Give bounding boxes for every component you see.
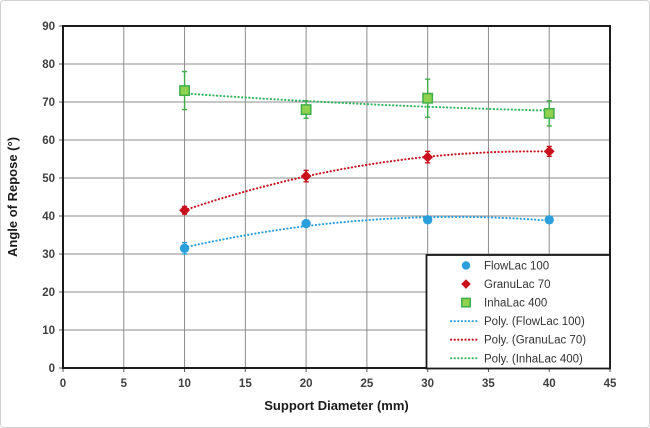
x-tick-label: 5 <box>121 378 128 390</box>
legend-marker-flowlac-100 <box>461 261 471 270</box>
data-point-marker <box>300 104 312 116</box>
legend-marker-granulac-70 <box>461 279 471 289</box>
x-tick-label: 25 <box>360 378 373 390</box>
legend-box <box>425 254 611 370</box>
x-tick-label: 0 <box>60 378 66 390</box>
x-tick-label: 15 <box>239 378 252 390</box>
y-axis-title: Angle of Repose (°) <box>5 136 20 258</box>
data-point-marker <box>543 146 555 157</box>
y-tick-label: 0 <box>49 363 55 375</box>
legend-marker-inhalac-400 <box>461 297 471 308</box>
data-point-marker <box>179 243 190 253</box>
legend-label: GranuLac 70 <box>484 279 551 291</box>
legend-label: InhaLac 400 <box>484 298 547 310</box>
trendline-poly-inhalac-400 <box>183 92 551 112</box>
series-inhalac-400 <box>179 70 555 127</box>
series-flowlac-100 <box>179 215 554 255</box>
legend-item-inhalac-400: InhaLac 400 <box>461 297 547 310</box>
y-tick-label: 20 <box>42 287 55 299</box>
data-point-marker <box>422 215 433 225</box>
legend-item-poly-granulac-70: Poly. (GranuLac 70) <box>449 335 586 347</box>
y-tick-label: 60 <box>42 135 55 147</box>
data-point-marker <box>543 107 555 119</box>
data-point-marker <box>422 151 434 163</box>
y-tick-label: 50 <box>42 173 55 185</box>
x-tick-label: 35 <box>482 378 495 390</box>
trendline-poly-granulac-70 <box>183 150 551 212</box>
legend-item-poly-flowlac-100: Poly. (FlowLac 100) <box>449 316 585 328</box>
x-axis-title: Support Diameter (mm) <box>264 398 409 413</box>
series-granulac-70 <box>179 145 555 216</box>
x-tick-label: 45 <box>604 378 617 390</box>
legend-item-poly-inhalac-400: Poly. (InhaLac 400) <box>449 353 583 365</box>
x-tick-label: 30 <box>421 378 434 390</box>
plot-border <box>62 25 611 369</box>
legend-label: FlowLac 100 <box>484 261 549 273</box>
legend: FlowLac 100 GranuLac 70 InhaLac 400 Poly. (… <box>425 254 611 370</box>
legend-label: Poly. (GranuLac 70) <box>484 335 586 347</box>
y-tick-label: 90 <box>42 21 55 33</box>
y-tick-label: 80 <box>42 59 55 71</box>
data-point-marker <box>301 218 311 229</box>
legend-label: Poly. (FlowLac 100) <box>484 316 585 328</box>
legend-item-granulac-70: GranuLac 70 <box>461 279 551 291</box>
data-point-marker <box>544 215 554 225</box>
legend-item-flowlac-100: FlowLac 100 <box>461 261 549 273</box>
y-tick-label: 30 <box>42 249 55 261</box>
y-tick-label: 70 <box>42 97 55 109</box>
x-tick-label: 10 <box>178 378 191 390</box>
data-point-marker <box>300 170 312 182</box>
data-point-marker <box>422 92 434 104</box>
y-tick-label: 10 <box>42 325 55 337</box>
x-tick-label: 40 <box>543 378 556 390</box>
x-tick-labels: 0 5 10 15 20 25 30 35 40 45 <box>60 378 617 390</box>
y-tick-labels: 0 10 20 30 40 50 60 70 80 90 <box>42 21 55 375</box>
data-point-marker <box>179 204 190 216</box>
x-tick-label: 20 <box>300 378 313 390</box>
legend-label: Poly. (InhaLac 400) <box>484 353 583 365</box>
y-tick-label: 40 <box>42 211 55 223</box>
data-point-marker <box>179 85 191 97</box>
trendline-poly-flowlac-100 <box>183 215 551 249</box>
